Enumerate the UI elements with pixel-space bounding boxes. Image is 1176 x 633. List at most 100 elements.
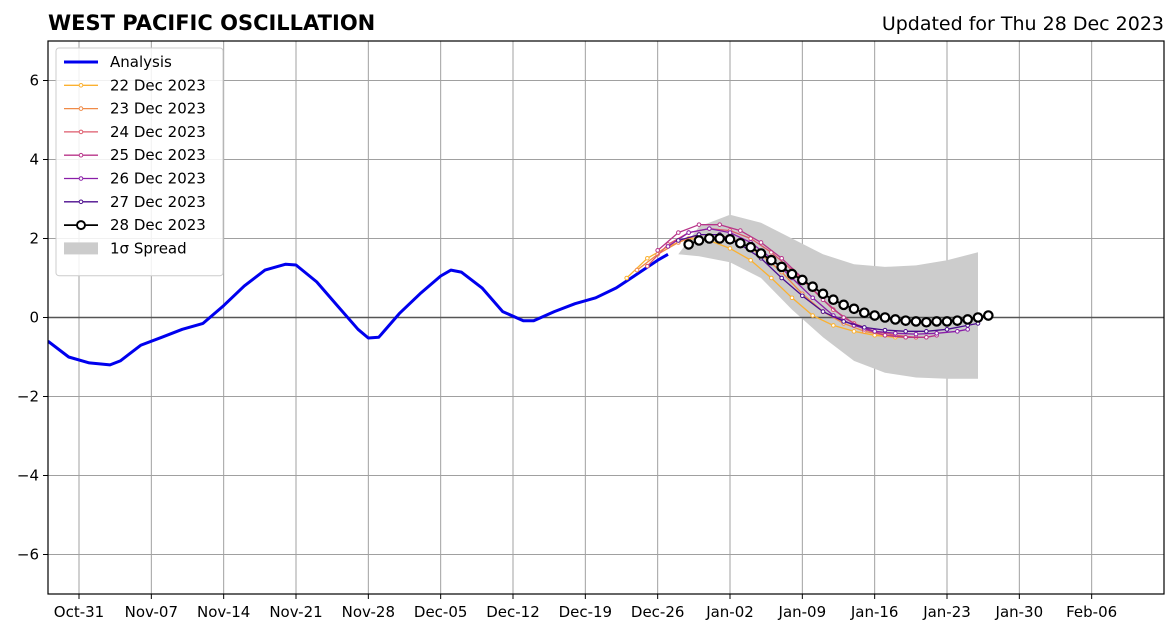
data-point [882,332,888,338]
data-point [789,295,795,301]
data-point [872,329,877,334]
data-point [838,299,849,311]
data-point [962,314,973,325]
data-point [862,325,867,330]
y-tick-label: 4 [29,151,39,169]
x-tick-label: Dec-26 [631,603,685,621]
x-tick-label: Jan-16 [850,603,899,621]
y-tick-label: −2 [17,388,39,406]
data-point [755,248,767,259]
y-tick-label: 2 [29,230,39,248]
data-point [676,230,681,235]
data-point [807,281,818,292]
y-tick-label: 0 [29,309,39,327]
x-tick-label: Jan-09 [778,603,827,621]
data-point [890,314,901,325]
data-point [717,222,722,227]
legend-label: 1σ Spread [110,239,187,257]
data-point [983,310,994,321]
data-point [769,275,774,281]
legend-label: 24 Dec 2023 [110,123,206,141]
data-point [944,327,950,332]
data-point [924,329,929,334]
data-point [893,331,898,336]
data-point [848,303,860,315]
data-point [745,241,756,253]
x-tick-label: Oct-31 [54,603,104,621]
data-point [727,246,733,251]
x-tick-label: Nov-14 [197,603,250,621]
legend-marker [78,106,84,111]
data-point [779,255,784,261]
data-point [921,316,932,328]
data-point [696,222,702,227]
data-point [965,327,970,332]
data-point [828,294,839,306]
y-tick-label: −4 [17,467,39,485]
series-line [667,227,968,335]
legend-marker [78,83,84,88]
data-point [851,329,857,334]
legend-label: 25 Dec 2023 [110,146,206,164]
legend-label: 27 Dec 2023 [110,193,206,211]
legend-marker [78,129,84,135]
data-point [645,263,650,269]
data-point [693,235,705,246]
legend-label: Analysis [110,53,172,71]
data-point [882,327,888,333]
data-point [810,313,815,318]
plot-content [48,41,1164,594]
y-tick-label: 6 [29,72,39,90]
plot-area: Oct-31 Nov-07 Nov-14 Nov-21 Nov-28 Dec-05 Dec-… [17,40,1165,621]
data-point [952,315,963,326]
data-point [797,274,808,286]
data-point [704,233,715,244]
legend-marker [78,199,84,205]
legend-swatch [64,242,98,255]
x-tick-label: Jan-02 [705,603,754,621]
data-point [900,315,911,326]
data-point [786,268,798,280]
data-point [766,254,777,266]
data-point [748,257,753,263]
data-point [810,295,815,301]
data-point [820,309,826,314]
data-point [903,334,908,340]
data-point [841,319,846,324]
chart-subtitle: Updated for Thu 28 Dec 2023 [882,13,1164,35]
x-tick-label: Nov-28 [342,603,395,621]
data-point [903,329,908,334]
x-tick-label: Nov-21 [269,603,322,621]
data-point [817,288,829,300]
data-point [776,261,787,273]
series-line [48,252,669,367]
data-point [645,255,650,261]
data-point [758,240,764,245]
data-point [714,233,725,244]
legend-label: 22 Dec 2023 [110,76,206,94]
data-point [841,315,846,320]
legend: Analysis 22 Dec 2023 23 Dec 2023 24 Dec 202… [55,47,224,277]
data-point [941,316,953,327]
data-point [735,237,746,249]
legend-box [55,47,224,277]
data-point [634,267,640,273]
x-tick-label: Dec-12 [486,603,540,621]
legend-label: 28 Dec 2023 [110,216,206,234]
legend-label: 23 Dec 2023 [110,100,206,118]
data-point [676,238,681,243]
legend-label: 26 Dec 2023 [110,170,206,188]
data-point [913,331,919,337]
data-point [869,310,880,321]
data-point [707,226,712,231]
data-point [738,228,743,233]
x-tick-label: Feb-06 [1066,603,1117,621]
data-point [665,244,671,249]
legend-marker [78,152,84,158]
legend-marker [76,220,86,231]
data-point [800,293,805,299]
data-point [624,275,629,281]
x-tick-label: Dec-05 [414,603,468,621]
data-point [931,316,942,327]
